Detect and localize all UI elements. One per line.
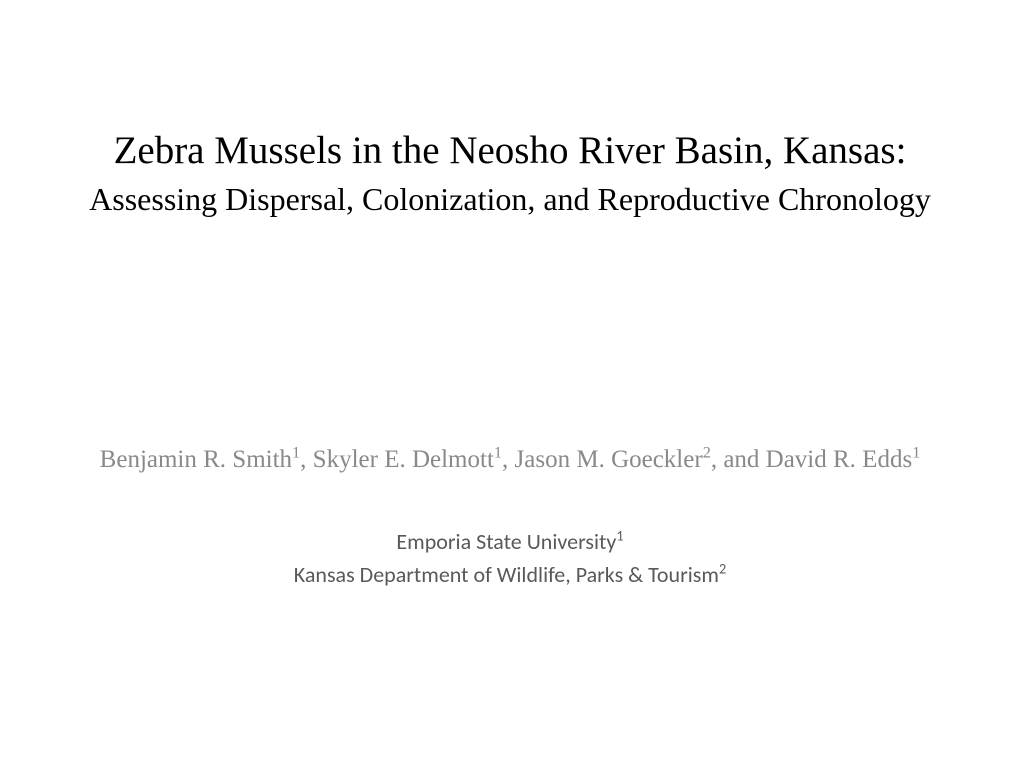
title-block: Zebra Mussels in the Neosho River Basin,… bbox=[50, 128, 970, 220]
slide-container: Zebra Mussels in the Neosho River Basin,… bbox=[0, 0, 1020, 765]
affiliation-2: Kansas Department of Wildlife, Parks & T… bbox=[50, 558, 970, 591]
subtitle: Assessing Dispersal, Colonization, and R… bbox=[50, 179, 970, 221]
main-title: Zebra Mussels in the Neosho River Basin,… bbox=[50, 128, 970, 175]
affiliations-block: Emporia State University1 Kansas Departm… bbox=[50, 525, 970, 591]
affiliation-1: Emporia State University1 bbox=[50, 525, 970, 558]
authors-line: Benjamin R. Smith1, Skyler E. Delmott1, … bbox=[50, 444, 970, 477]
